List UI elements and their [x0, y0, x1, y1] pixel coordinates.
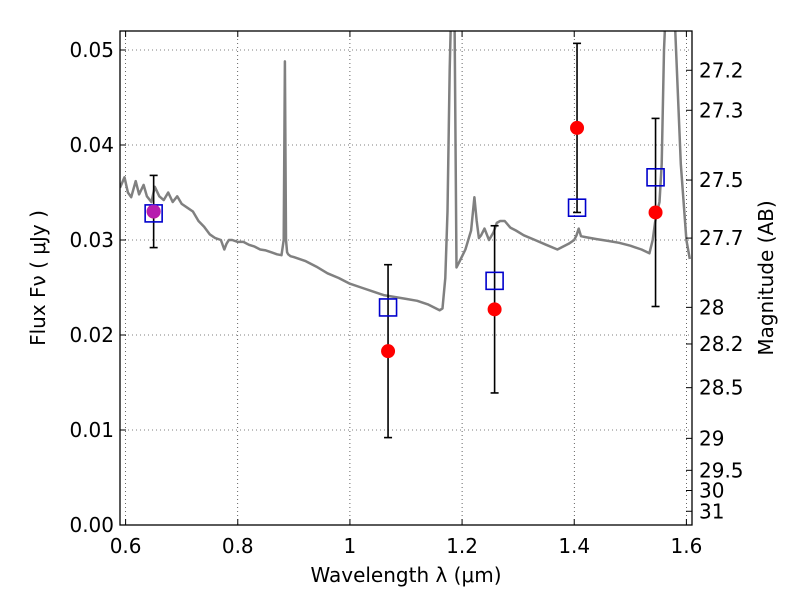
x-tick-label: 1.6: [670, 534, 702, 558]
model-band-flux-point: [646, 168, 665, 187]
magnitude-tick-label: 27.3: [699, 98, 744, 122]
x-tick-label: 0.8: [222, 534, 254, 558]
y-tick-label: 0.03: [69, 228, 114, 252]
y-tick-label: 0.01: [69, 418, 114, 442]
x-tick-label: 1: [344, 534, 357, 558]
y-tick-label: 0.05: [69, 38, 114, 62]
plot-frame: [119, 30, 693, 526]
y-axis-label: Flux Fν ( μJy ): [26, 210, 50, 346]
magnitude-tick-label: 29: [699, 426, 724, 450]
magnitude-tick-label: 29.5: [699, 458, 744, 482]
x-tick-label: 0.6: [110, 534, 142, 558]
overlap-flux-point: [146, 204, 161, 219]
y-tick-label: 0.00: [69, 513, 114, 537]
model-band-flux-point: [378, 298, 398, 317]
magnitude-tick-label: 28.5: [699, 376, 744, 400]
x-axis-label: Wavelength λ (μm): [310, 563, 501, 587]
magnitude-tick-label: 27.7: [699, 226, 744, 250]
y-tick-label: 0.04: [69, 133, 114, 157]
observed-flux-point: [570, 120, 585, 135]
model-band-flux-point: [485, 271, 504, 291]
spectrum-layer: [120, 31, 692, 312]
x-axis-ticks: 0.6 0.8 1 1.2 1.4 1.6: [110, 31, 702, 558]
magnitude-axis-label: Magnitude (AB): [754, 200, 778, 355]
y-axis-ticks: 0.00 0.01 0.02 0.03 0.04 0.05: [69, 38, 126, 537]
observed-flux-point: [487, 302, 502, 317]
x-tick-label: 1.4: [558, 534, 590, 558]
observed-flux-point: [381, 344, 396, 359]
x-tick-label: 1.2: [446, 534, 478, 558]
observed-flux-point: [648, 205, 663, 220]
magnitude-tick-label: 27.5: [699, 168, 744, 192]
model-band-flux-point: [567, 198, 587, 217]
magnitude-tick-label: 31: [699, 499, 724, 523]
model-spectrum-line: [120, 31, 692, 312]
magnitude-tick-label: 28: [699, 295, 724, 319]
marker-layer: [144, 120, 665, 359]
magnitude-tick-label: 27.2: [699, 58, 744, 82]
y-tick-label: 0.02: [69, 323, 114, 347]
plot-background: [120, 31, 692, 525]
magnitude-tick-label: 28.2: [699, 332, 744, 356]
magnitude-tick-label: 30: [699, 479, 724, 503]
